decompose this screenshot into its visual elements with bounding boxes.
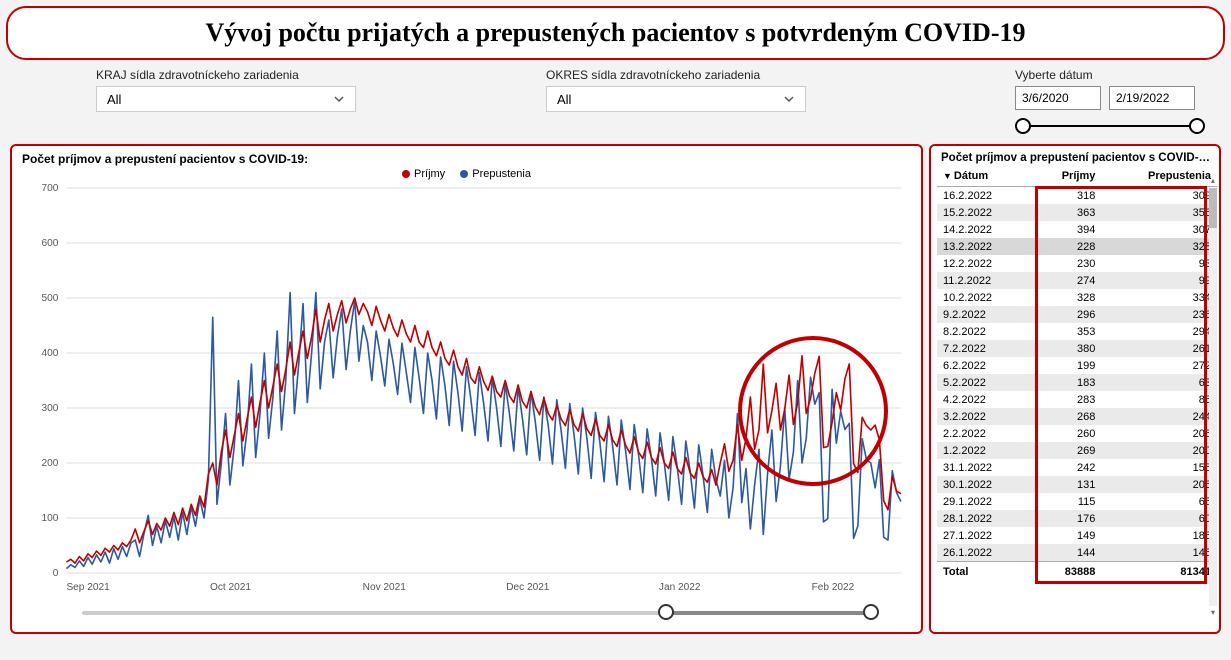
svg-text:Nov 2021: Nov 2021 [363, 582, 407, 593]
table-row[interactable]: 13.2.2022228328 [937, 238, 1217, 255]
chart-panel: Počet príjmov a prepustení pacientov s C… [10, 144, 923, 634]
total-value: 81341 [1101, 562, 1217, 583]
table-row[interactable]: 27.1.2022149186 [937, 527, 1217, 544]
legend-item-prepustenia[interactable]: Prepustenia [460, 168, 531, 180]
table-row[interactable]: 10.2.2022328334 [937, 289, 1217, 306]
chart-time-slider[interactable] [82, 602, 871, 622]
okres-label: OKRES sídla zdravotníckeho zariadenia [546, 68, 806, 82]
time-slider-handle-right[interactable] [863, 604, 879, 620]
title-bar: Vývoj počtu prijatých a prepustených pac… [6, 6, 1225, 60]
table-row[interactable]: 2.2.2022260206 [937, 425, 1217, 442]
svg-text:Oct 2021: Oct 2021 [210, 582, 251, 593]
chart-title: Počet príjmov a prepustení pacientov s C… [22, 152, 911, 166]
kraj-dropdown[interactable]: All [96, 86, 356, 112]
svg-text:100: 100 [42, 513, 59, 524]
svg-text:500: 500 [42, 293, 59, 304]
chevron-down-icon [333, 93, 345, 105]
table-row[interactable]: 8.2.2022353294 [937, 323, 1217, 340]
date-from-input[interactable]: 3/6/2020 [1015, 86, 1101, 110]
svg-text:Feb 2022: Feb 2022 [812, 582, 855, 593]
data-table: ▼DátumPríjmyPrepustenia 16.2.20223183091… [937, 166, 1217, 582]
scroll-thumb[interactable] [1209, 188, 1217, 228]
table-row[interactable]: 6.2.2022199272 [937, 357, 1217, 374]
table-row[interactable]: 11.2.202227499 [937, 272, 1217, 289]
table-header-1[interactable]: Príjmy [1031, 166, 1101, 187]
table-row[interactable]: 31.1.2022242155 [937, 459, 1217, 476]
date-label: Vyberte dátum [1015, 68, 1205, 82]
kraj-filter: KRAJ sídla zdravotníckeho zariadenia All [96, 68, 356, 112]
svg-text:300: 300 [42, 403, 59, 414]
chevron-down-icon [783, 93, 795, 105]
svg-text:0: 0 [53, 568, 59, 579]
table-row[interactable]: 26.1.2022144146 [937, 544, 1217, 562]
scroll-down-icon[interactable]: ▾ [1209, 608, 1217, 618]
kraj-value: All [107, 92, 121, 107]
table-row[interactable]: 7.2.2022380261 [937, 340, 1217, 357]
okres-filter: OKRES sídla zdravotníckeho zariadenia Al… [546, 68, 806, 112]
table-scrollbar[interactable]: ▴ ▾ [1209, 188, 1217, 606]
chart-plot-area[interactable]: 0 100 200 300 400 500 600 700 Sep 2021 Oct 2021 No… [22, 183, 911, 598]
scroll-up-icon[interactable]: ▴ [1209, 176, 1217, 186]
table-header-0[interactable]: ▼Dátum [937, 166, 1031, 187]
time-slider-handle-left[interactable] [658, 604, 674, 620]
okres-value: All [557, 92, 571, 107]
kraj-label: KRAJ sídla zdravotníckeho zariadenia [96, 68, 356, 82]
table-row[interactable]: 28.1.202217660 [937, 510, 1217, 527]
date-range-slider[interactable] [1015, 116, 1205, 136]
table-panel: Počet príjmov a prepustení pacientov s C… [929, 144, 1221, 634]
svg-text:400: 400 [42, 348, 59, 359]
table-header-2[interactable]: Prepustenia [1101, 166, 1217, 187]
svg-text:Jan 2022: Jan 2022 [659, 582, 701, 593]
legend-dot-prepustenia [460, 170, 468, 178]
table-row[interactable]: 14.2.2022394307 [937, 221, 1217, 238]
date-slider-handle-right[interactable] [1189, 118, 1205, 134]
table-row[interactable]: 5.2.202218363 [937, 374, 1217, 391]
page-title: Vývoj počtu prijatých a prepustených pac… [28, 18, 1203, 48]
chart-legend: Príjmy Prepustenia [22, 168, 911, 181]
svg-text:700: 700 [42, 183, 59, 194]
table-row[interactable]: 15.2.2022363356 [937, 204, 1217, 221]
date-to-input[interactable]: 2/19/2022 [1109, 86, 1195, 110]
table-title: Počet príjmov a prepustení pacientov s C… [937, 150, 1217, 166]
table-row[interactable]: 12.2.202223093 [937, 255, 1217, 272]
date-filter: Vyberte dátum 3/6/2020 2/19/2022 [1015, 68, 1205, 136]
okres-dropdown[interactable]: All [546, 86, 806, 112]
filters-row: KRAJ sídla zdravotníckeho zariadenia All… [6, 68, 1225, 144]
legend-label-prepustenia: Prepustenia [472, 168, 531, 180]
table-row[interactable]: 29.1.202211565 [937, 493, 1217, 510]
table-row[interactable]: 4.2.202228386 [937, 391, 1217, 408]
total-label: Total [937, 562, 1031, 583]
svg-text:Sep 2021: Sep 2021 [66, 582, 110, 593]
svg-text:Dec 2021: Dec 2021 [506, 582, 550, 593]
date-slider-handle-left[interactable] [1015, 118, 1031, 134]
table-wrap: ▼DátumPríjmyPrepustenia 16.2.20223183091… [937, 166, 1217, 628]
svg-text:200: 200 [42, 458, 59, 469]
total-value: 83888 [1031, 562, 1101, 583]
legend-label-prijmy: Príjmy [414, 168, 445, 180]
table-row[interactable]: 3.2.2022268244 [937, 408, 1217, 425]
legend-item-prijmy[interactable]: Príjmy [402, 168, 445, 180]
svg-text:600: 600 [42, 238, 59, 249]
table-row[interactable]: 30.1.2022131206 [937, 476, 1217, 493]
table-row[interactable]: 16.2.2022318309 [937, 187, 1217, 205]
table-row[interactable]: 1.2.2022269200 [937, 442, 1217, 459]
legend-dot-prijmy [402, 170, 410, 178]
table-row[interactable]: 9.2.2022296236 [937, 306, 1217, 323]
